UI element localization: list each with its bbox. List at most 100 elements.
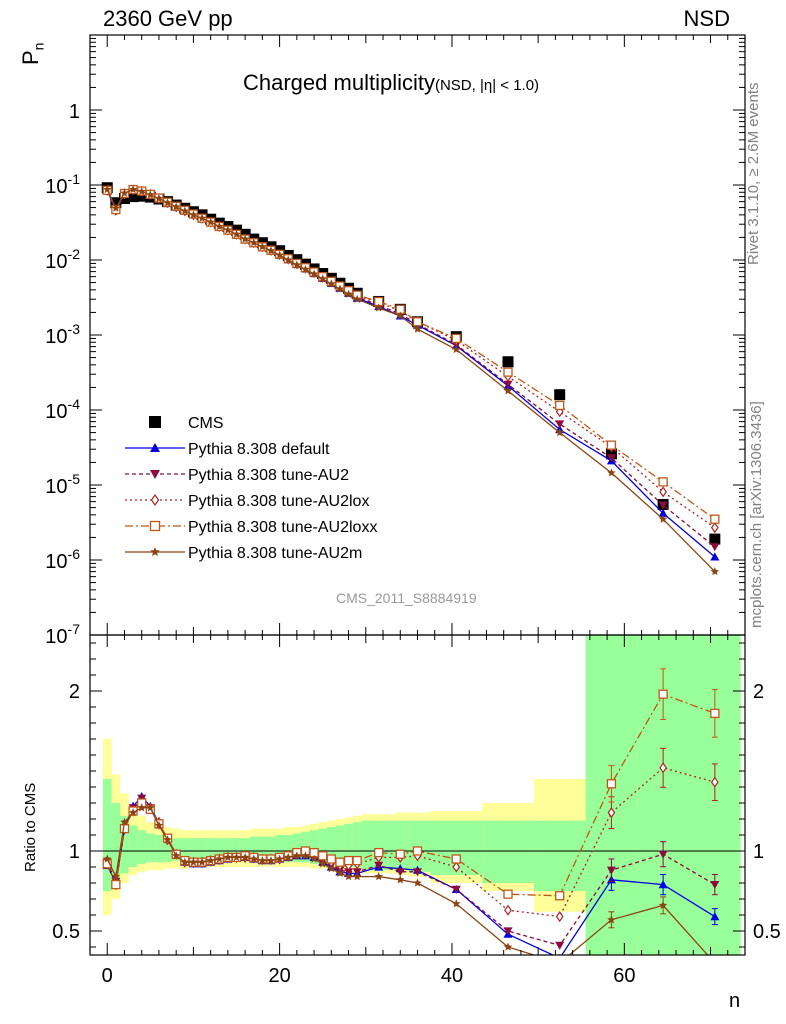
x-tick-label: 40 — [441, 965, 463, 987]
ratio-point-au2loxx — [374, 847, 384, 858]
legend-marker-data — [149, 416, 161, 428]
point-au2m — [111, 203, 121, 212]
ratio-point-au2m — [352, 872, 362, 881]
band-green — [128, 825, 138, 867]
point-au2m — [344, 289, 353, 298]
point-au2m — [413, 324, 422, 333]
ratio-point-au2 — [413, 868, 422, 877]
point-au2m — [335, 284, 345, 293]
legend-label-data: CMS — [188, 415, 224, 432]
plot-title-cut: (NSD, |η| < 1.0) — [434, 77, 540, 94]
point-au2loxx — [658, 477, 668, 487]
ratio-point-au2m — [232, 852, 241, 862]
point-au2m — [163, 198, 172, 207]
band-green — [163, 836, 172, 863]
band-green — [249, 836, 259, 861]
ratio-point-au2m — [102, 854, 112, 863]
ratio-series-au2m — [102, 803, 718, 955]
point-au2 — [503, 380, 513, 389]
point-au2m — [555, 428, 564, 437]
ratio-point-au2m — [301, 851, 310, 860]
point-default — [710, 552, 720, 561]
y-tick-label: 10-1 — [45, 171, 80, 198]
band-green — [206, 838, 215, 861]
ratio-point-au2m — [163, 835, 172, 844]
ratio-point-au2m — [658, 900, 668, 910]
ratio-point-au2m — [197, 857, 207, 866]
y-tick-label: 10-5 — [45, 471, 80, 498]
ratio-point-au2loxx — [343, 855, 354, 866]
ratio-point-au2loxx — [710, 708, 720, 719]
y-tick-label: 10-2 — [45, 246, 80, 273]
point-au2m — [223, 225, 233, 234]
ratio-y-tick-label: 1 — [69, 841, 80, 863]
ratio-point-au2loxx — [658, 689, 668, 699]
ratio-point-au2loxx — [111, 879, 121, 890]
band-green — [283, 835, 293, 863]
legend-marker-au2loxx — [149, 520, 161, 532]
point-au2m — [352, 294, 362, 303]
point-au2m — [452, 345, 461, 354]
band-green — [232, 838, 241, 861]
energy-label: 2360 GeV pp — [103, 6, 233, 31]
band-green — [408, 820, 431, 872]
band-green — [266, 836, 276, 861]
point-au2m — [189, 210, 198, 219]
band-green — [318, 828, 328, 864]
point-au2m — [607, 468, 616, 477]
band-green — [352, 822, 362, 867]
point-data — [502, 356, 514, 368]
band-green — [335, 825, 345, 866]
point-au2loxx — [710, 514, 720, 524]
ratio-point-au2m — [395, 875, 405, 884]
band-green — [102, 779, 112, 891]
point-au2m — [374, 303, 383, 312]
process-label: NSD — [683, 6, 730, 31]
point-au2loxx — [451, 333, 461, 344]
point-au2m — [120, 188, 129, 197]
point-au2lox — [710, 522, 719, 534]
legend-marker-default — [150, 443, 160, 452]
legend-marker-au2 — [150, 470, 160, 479]
point-au2m — [180, 206, 190, 215]
point-au2m — [266, 246, 276, 255]
point-au2m — [309, 269, 319, 278]
band-green — [214, 838, 224, 861]
ratio-point-au2lox — [607, 807, 616, 819]
y-tick-label: 10-4 — [45, 396, 80, 423]
ratio-point-au2m — [223, 852, 233, 862]
ratio-point-au2m — [292, 851, 302, 860]
ratio-point-au2lox — [504, 904, 512, 916]
ratio-point-au2m — [120, 817, 129, 826]
ratio-point-au2lox — [659, 762, 668, 774]
ratio-point-au2loxx — [352, 855, 362, 866]
legend-label-au2loxx: Pythia 8.308 tune-AU2loxx — [188, 519, 377, 536]
ratio-point-au2 — [374, 861, 384, 870]
plot-title-main: Charged multiplicity — [243, 70, 435, 95]
ratio-point-au2m — [189, 857, 198, 866]
point-au2m — [137, 186, 146, 196]
ratio-point-au2m — [258, 856, 267, 865]
analysis-id: CMS_2011_S8884919 — [336, 590, 477, 606]
ratio-y-tick-label-right: 0.5 — [753, 921, 781, 943]
plot-title: Charged multiplicity(NSD, |η| < 1.0) — [243, 70, 539, 96]
ratio-point-au2m — [137, 803, 146, 812]
legend-label-au2: Pythia 8.308 tune-AU2 — [188, 467, 349, 484]
point-au2m — [503, 386, 513, 395]
point-au2m — [249, 238, 259, 247]
legend-label-au2m: Pythia 8.308 tune-AU2m — [188, 545, 362, 562]
band-green — [258, 836, 267, 861]
ratio-point-au2m — [374, 872, 383, 881]
ratio-point-au2loxx — [451, 854, 461, 864]
ratio-y-tick-label: 0.5 — [52, 921, 80, 943]
ratio-point-au2m — [327, 864, 336, 873]
series-data — [101, 182, 721, 545]
y-tick-label: 10-7 — [45, 621, 80, 648]
point-au2m — [154, 194, 164, 203]
point-au2m — [318, 274, 327, 283]
ratio-point-au2loxx — [335, 857, 345, 867]
ratio-point-au2 — [451, 885, 461, 894]
band-green — [137, 830, 147, 864]
ratio-point-au2lox — [710, 776, 719, 788]
